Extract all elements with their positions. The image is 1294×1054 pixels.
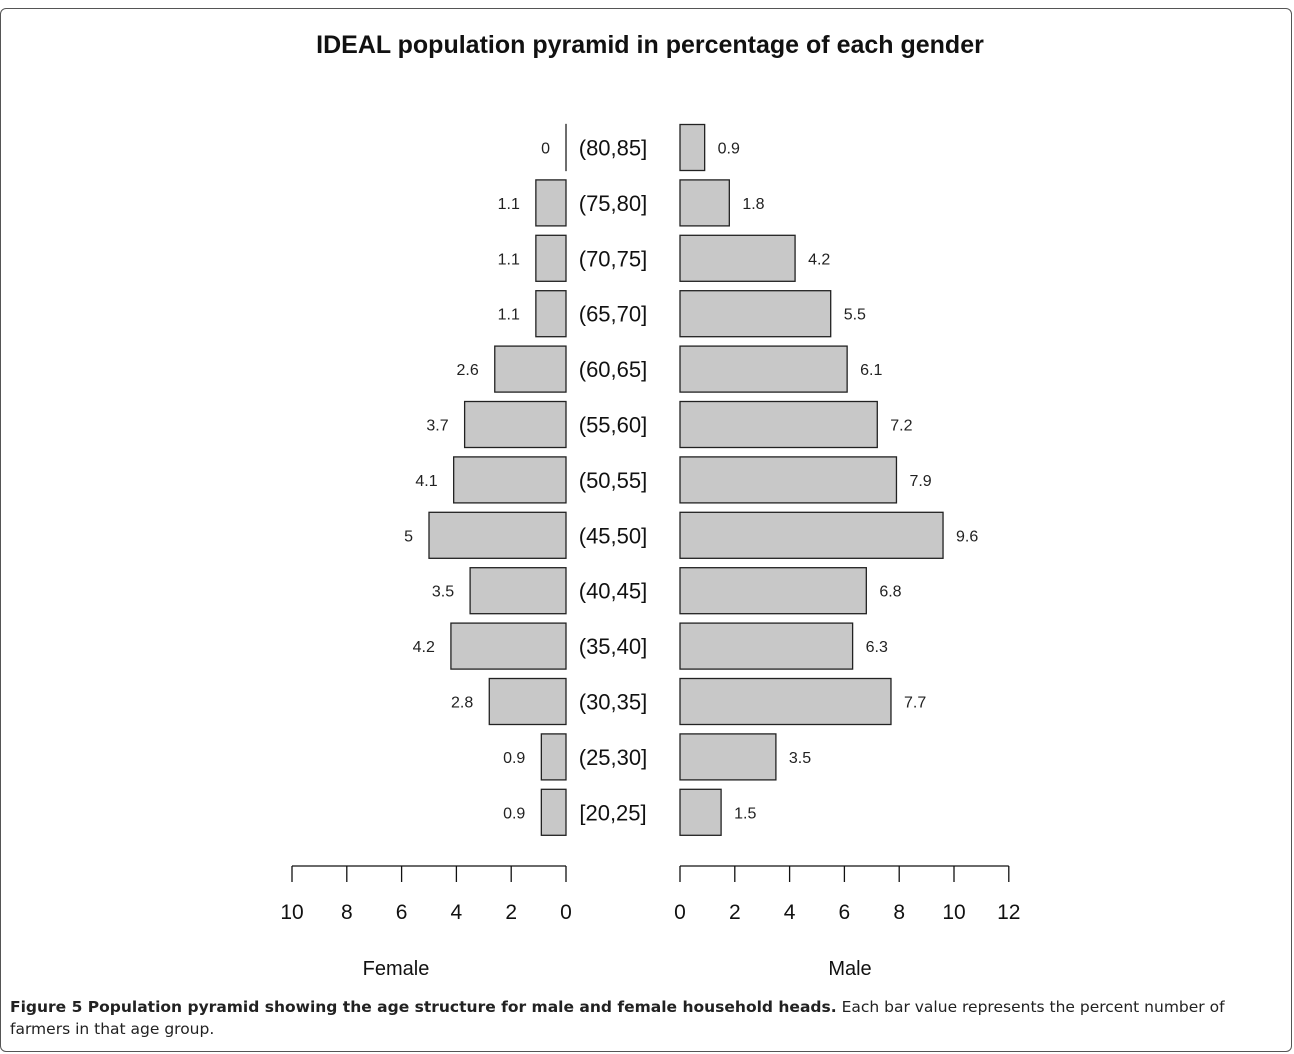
male-bar bbox=[680, 457, 896, 503]
male-bar bbox=[680, 180, 729, 226]
age-group-label: (55,60] bbox=[579, 413, 648, 438]
female-value-label: 5 bbox=[404, 528, 413, 545]
age-group-label: (60,65] bbox=[579, 357, 648, 382]
male-bar bbox=[680, 568, 866, 614]
chart-title: IDEAL population pyramid in percentage o… bbox=[316, 31, 984, 59]
age-group-label: (80,85] bbox=[579, 136, 648, 161]
male-value-label: 6.8 bbox=[879, 584, 901, 601]
female-value-label: 0 bbox=[541, 141, 550, 158]
male-axis-tick-label: 0 bbox=[674, 901, 686, 924]
male-value-label: 1.5 bbox=[734, 805, 756, 822]
female-axis-tick-label: 2 bbox=[505, 901, 517, 924]
female-bar bbox=[536, 291, 566, 337]
male-axis-tick-label: 12 bbox=[997, 901, 1020, 924]
male-value-label: 9.6 bbox=[956, 528, 978, 545]
male-value-label: 7.7 bbox=[904, 695, 926, 712]
male-value-label: 7.9 bbox=[909, 473, 931, 490]
female-bar bbox=[451, 623, 566, 669]
male-value-label: 5.5 bbox=[844, 307, 866, 324]
male-bar bbox=[680, 346, 847, 392]
female-bar bbox=[489, 679, 566, 725]
male-value-label: 7.2 bbox=[890, 418, 912, 435]
age-group-label: (75,80] bbox=[579, 191, 648, 216]
female-bar bbox=[470, 568, 566, 614]
female-value-label: 1.1 bbox=[498, 307, 520, 324]
population-pyramid-chart: IDEAL population pyramid in percentage o… bbox=[0, 0, 1294, 990]
female-axis-label: Female bbox=[363, 958, 430, 980]
male-value-label: 0.9 bbox=[718, 141, 740, 158]
male-axis-tick-label: 10 bbox=[942, 901, 965, 924]
male-value-label: 6.3 bbox=[866, 639, 888, 656]
male-bar bbox=[680, 734, 776, 780]
female-axis-tick-label: 8 bbox=[341, 901, 353, 924]
female-value-label: 1.1 bbox=[498, 196, 520, 213]
male-axis-tick-label: 6 bbox=[839, 901, 851, 924]
female-value-label: 0.9 bbox=[503, 805, 525, 822]
age-group-label: (45,50] bbox=[579, 523, 648, 548]
female-bar bbox=[495, 346, 566, 392]
male-axis: 0 2 4 6 8 10 12 bbox=[674, 866, 1020, 924]
male-axis-tick-label: 2 bbox=[729, 901, 741, 924]
age-group-label: (65,70] bbox=[579, 302, 648, 327]
male-bar bbox=[680, 512, 943, 558]
male-bar bbox=[680, 679, 891, 725]
male-value-label: 3.5 bbox=[789, 750, 811, 767]
male-value-label: 1.8 bbox=[742, 196, 764, 213]
age-group-label: (50,55] bbox=[579, 468, 648, 493]
female-axis-tick-label: 10 bbox=[280, 901, 303, 924]
female-value-label: 0.9 bbox=[503, 750, 525, 767]
male-axis-label: Male bbox=[828, 958, 871, 980]
male-bar bbox=[680, 235, 795, 281]
figure-caption: Figure 5 Population pyramid showing the … bbox=[10, 996, 1275, 1040]
female-value-label: 3.5 bbox=[432, 584, 454, 601]
age-group-label: (70,75] bbox=[579, 246, 648, 271]
age-group-label: (35,40] bbox=[579, 634, 648, 659]
male-axis-tick-label: 8 bbox=[893, 901, 905, 924]
female-axis: 10 8 6 4 2 0 bbox=[280, 866, 572, 924]
female-value-label: 3.7 bbox=[426, 418, 448, 435]
female-bar bbox=[541, 734, 566, 780]
age-group-label: (25,30] bbox=[579, 745, 648, 770]
age-group-label: (30,35] bbox=[579, 690, 648, 715]
age-group-label: [20,25] bbox=[579, 800, 646, 825]
female-value-label: 4.2 bbox=[413, 639, 435, 656]
female-bar bbox=[541, 789, 566, 835]
female-value-label: 4.1 bbox=[415, 473, 437, 490]
bars-layer: 0 0.9 (80,85] 1.1 1.8 (75,80] 1.1 4.2 (70,75] 1.1… bbox=[404, 125, 978, 836]
female-axis-tick-label: 6 bbox=[396, 901, 408, 924]
female-value-label: 1.1 bbox=[498, 251, 520, 268]
female-bar bbox=[429, 512, 566, 558]
female-bar bbox=[454, 457, 566, 503]
male-bar bbox=[680, 623, 853, 669]
male-value-label: 6.1 bbox=[860, 362, 882, 379]
female-axis-tick-label: 4 bbox=[451, 901, 463, 924]
age-group-label: (40,45] bbox=[579, 579, 648, 604]
male-bar bbox=[680, 125, 705, 171]
male-bar bbox=[680, 402, 877, 448]
female-bar bbox=[465, 402, 566, 448]
male-axis-tick-label: 4 bbox=[784, 901, 796, 924]
female-bar bbox=[536, 180, 566, 226]
female-value-label: 2.8 bbox=[451, 695, 473, 712]
female-value-label: 2.6 bbox=[457, 362, 479, 379]
male-bar bbox=[680, 789, 721, 835]
female-bar bbox=[536, 235, 566, 281]
male-value-label: 4.2 bbox=[808, 251, 830, 268]
caption-title: Figure 5 Population pyramid showing the … bbox=[10, 998, 837, 1016]
female-axis-tick-label: 0 bbox=[560, 901, 572, 924]
male-bar bbox=[680, 291, 831, 337]
